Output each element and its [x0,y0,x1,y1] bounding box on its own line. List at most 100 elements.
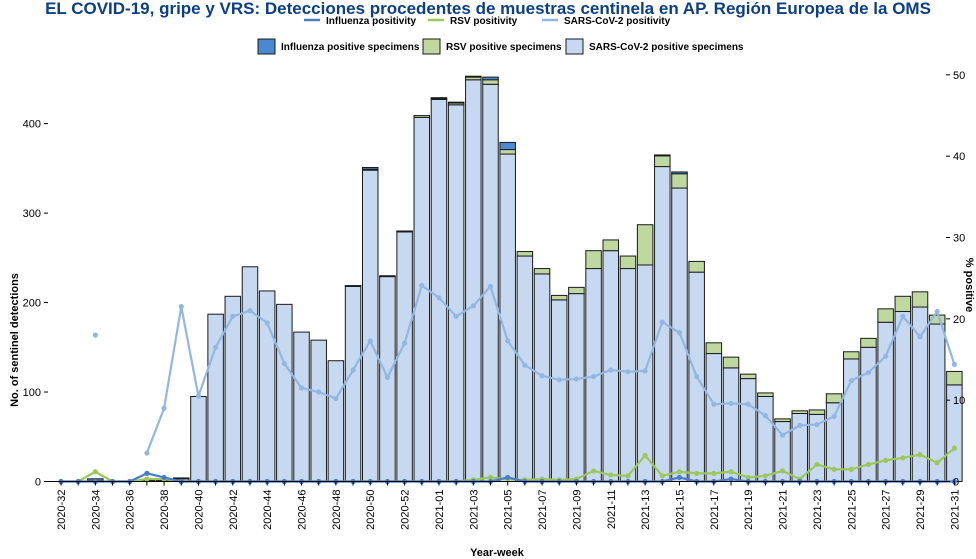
bar-sars-cov-2 [757,396,774,482]
y2-tick-label: 20 [953,314,965,326]
point-rsv [711,470,717,476]
bar-influenza [447,101,465,104]
x-tick-label: 2020-34 [90,490,102,530]
point-rsv [883,457,889,463]
point-sars-cov-2 [642,368,648,374]
point-sars-cov-2 [419,282,425,289]
point-sars-cov-2 [384,374,391,380]
bar-rsv [928,314,946,325]
bar-rsv [516,251,534,257]
point-sars-cov-2 [539,373,545,379]
bar-sars-cov-2 [344,285,362,482]
x-axis-label: Year-week [470,547,525,559]
bar-rsv [671,173,688,189]
bar-influenza [499,141,516,151]
x-tick-label: 2021-31 [949,490,961,530]
bar-rsv [344,285,362,287]
point-sars-cov-2 [470,303,476,309]
point-sars-cov-2 [831,413,837,420]
bar-rsv [654,155,671,168]
point-sars-cov-2 [711,401,717,407]
bar-influenza [671,171,688,175]
bar-rsv [825,393,843,404]
bar-rsv [533,268,551,275]
bar-influenza [361,166,379,170]
point-rsv [92,469,98,475]
y-tick-label: 400 [23,119,41,131]
x-tick-label: 2020-48 [331,490,343,530]
bar-rsv [602,239,620,252]
bar-rsv [774,418,791,423]
bar-rsv [688,260,705,273]
bar-sars-cov-2 [293,331,310,482]
point-sars-cov-2 [814,421,820,428]
bar-influenza [465,75,482,78]
legend-bar-swatch [257,38,276,55]
point-sars-cov-2 [848,378,854,384]
x-tick-label: 2020-50 [365,490,377,530]
point-rsv [814,461,820,468]
x-tick-label: 2021-11 [606,490,618,530]
point-sars-cov-2 [556,377,562,383]
bar-sars-cov-2 [705,353,723,482]
bar-sars-cov-2 [619,268,637,482]
point-influenza [728,476,734,482]
legend-bar-label: SARS-CoV-2 positive specimens [589,42,744,53]
point-rsv [779,468,786,474]
point-sars-cov-2 [298,385,305,391]
point-sars-cov-2 [917,334,923,340]
point-sars-cov-2 [402,340,408,346]
x-tick-label: 2020-52 [400,490,412,530]
x-tick-label: 2020-40 [193,490,205,530]
bar-influenza [430,97,448,100]
legend-bar-label: Influenza positive specimens [281,42,420,53]
point-sars-cov-2 [213,344,219,350]
bar-rsv [585,250,602,270]
y2-tick-label: 30 [953,232,965,244]
bar-rsv [499,149,516,155]
point-sars-cov-2 [625,369,631,375]
point-rsv [900,455,906,461]
x-tick-label: 2021-29 [915,490,927,530]
point-sars-cov-2 [247,308,253,314]
x-tick-label: 2020-38 [159,490,171,530]
point-rsv [762,473,768,479]
legend-bar-swatch [565,38,584,55]
y2-tick-label: 0 [953,477,959,489]
point-rsv [625,473,631,479]
point-rsv [144,476,150,482]
bar-rsv [911,291,929,308]
point-sars-cov-2 [797,422,803,428]
bar-sars-cov-2 [361,169,379,482]
y-axis-label: No. of sentinel detections [9,273,21,407]
bars-layer [87,75,963,483]
point-sars-cov-2 [522,362,528,368]
point-influenza [161,474,167,481]
point-sars-cov-2 [436,295,442,301]
point-rsv [608,472,614,478]
x-tick-label: 2021-05 [503,490,515,530]
bar-influenza [173,477,190,480]
bar-rsv [860,337,877,348]
bar-sars-cov-2 [568,293,585,483]
point-sars-cov-2 [934,308,940,315]
point-rsv [487,474,494,481]
legend-bar-swatch [422,38,441,55]
bar-rsv [396,230,413,233]
y-tick-label: 200 [23,298,41,310]
point-sars-cov-2 [281,360,287,367]
x-tick-label: 2021-19 [743,490,755,530]
point-sars-cov-2 [762,413,768,419]
point-influenza [144,470,150,476]
point-sars-cov-2 [779,432,786,438]
point-rsv [694,470,700,476]
x-tick-label: 2021-03 [468,490,480,530]
point-influenza [676,474,683,481]
point-rsv [848,466,854,472]
point-sars-cov-2 [350,367,356,373]
bar-sars-cov-2 [550,299,568,482]
bar-rsv [413,115,431,118]
point-sars-cov-2 [728,400,734,407]
point-sars-cov-2 [161,405,167,411]
point-sars-cov-2 [505,338,511,344]
